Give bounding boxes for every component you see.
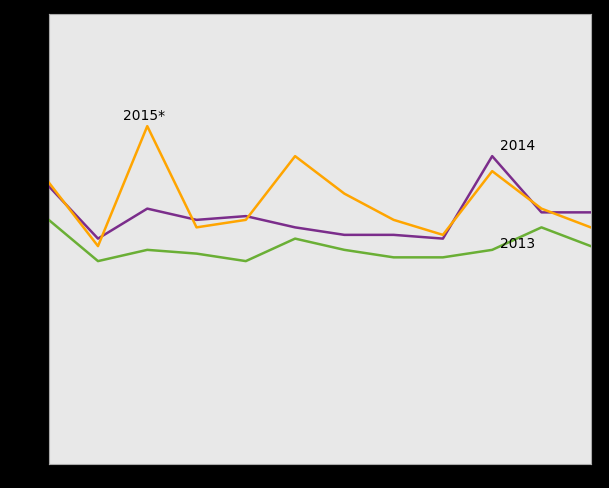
Text: 2014: 2014 bbox=[499, 139, 535, 153]
Text: 2015*: 2015* bbox=[122, 109, 165, 123]
Text: 2013: 2013 bbox=[499, 236, 535, 250]
